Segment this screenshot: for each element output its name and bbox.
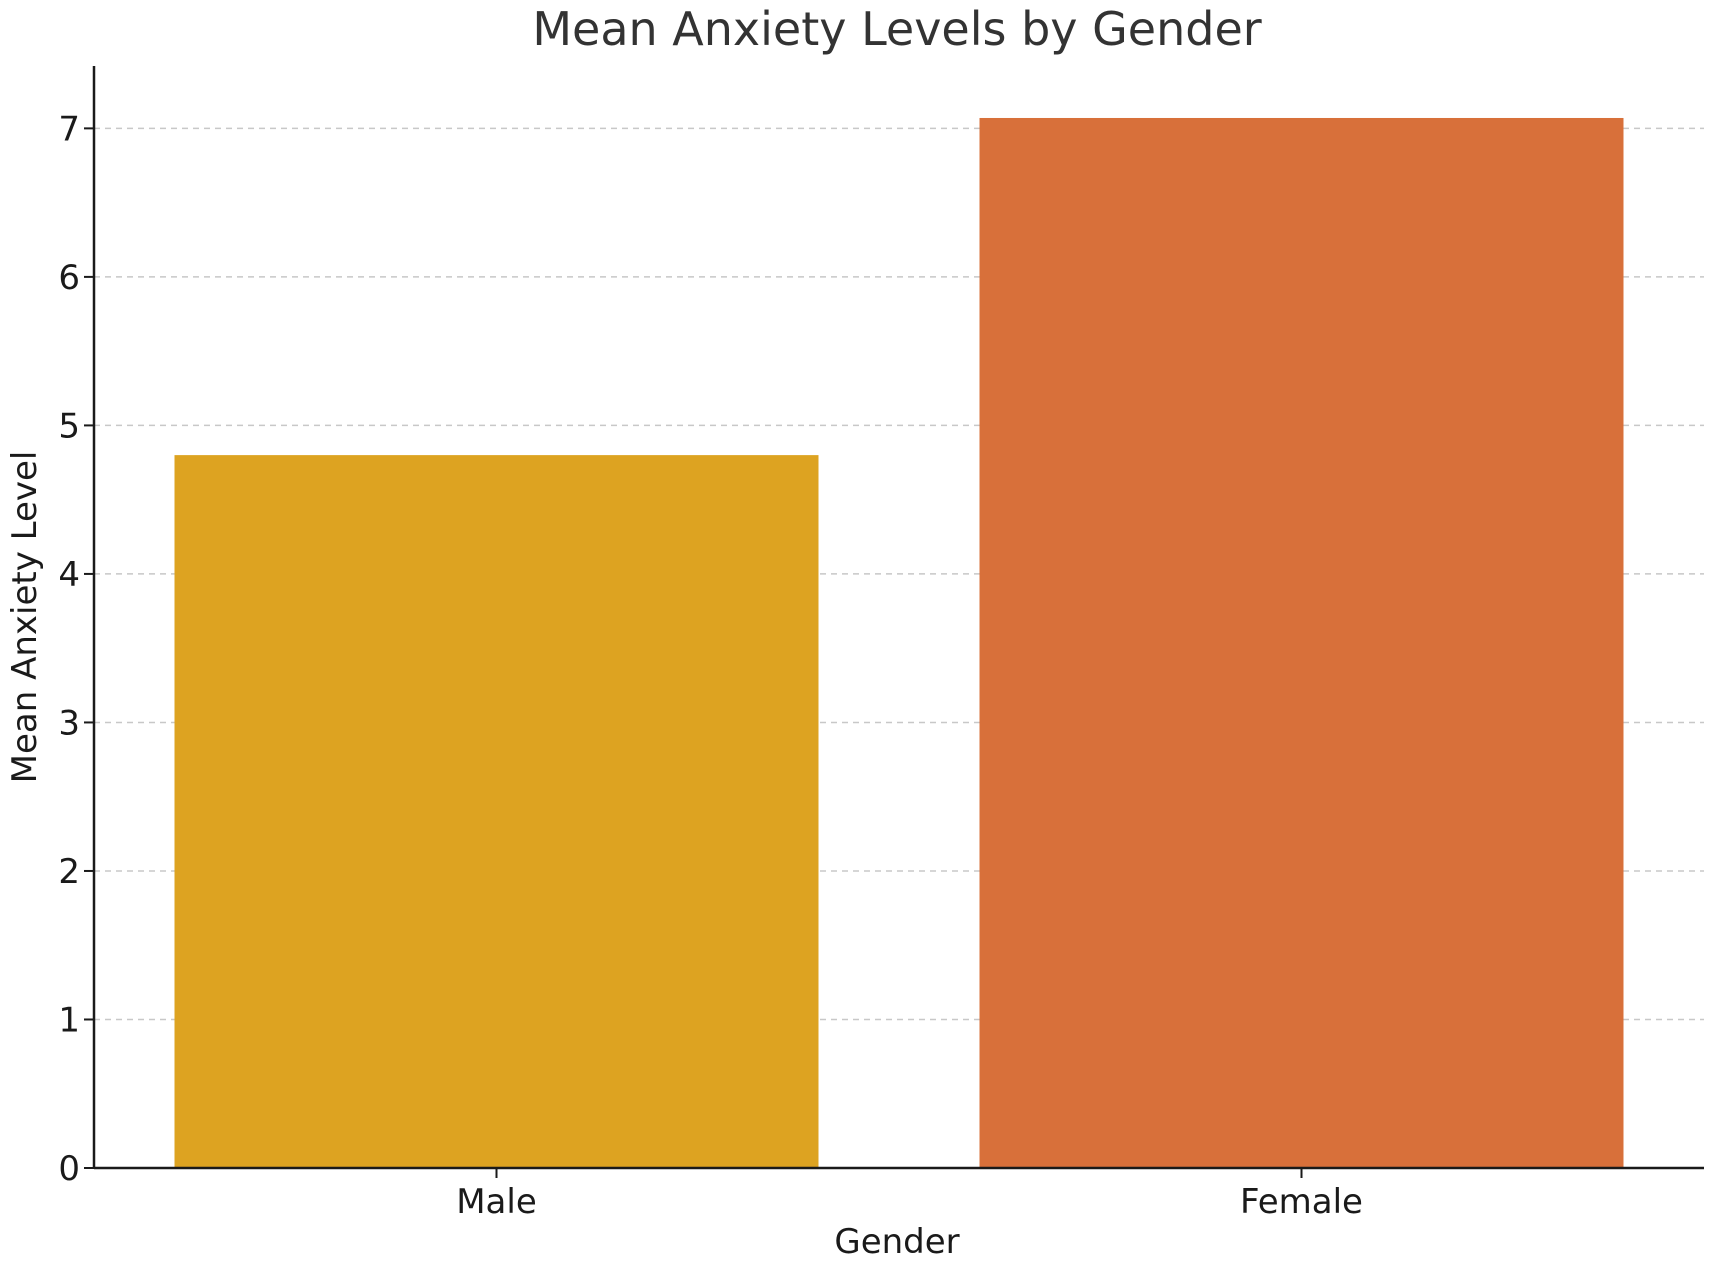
y-tick-label: 4 — [58, 555, 80, 595]
y-axis-label: Mean Anxiety Level — [5, 451, 45, 784]
y-tick-label: 2 — [58, 852, 80, 892]
y-tick-label: 0 — [58, 1149, 80, 1189]
bar-male — [174, 455, 819, 1168]
x-tick-label-female: Female — [1240, 1182, 1363, 1222]
y-tick-label: 7 — [58, 109, 80, 149]
bars — [174, 117, 1624, 1169]
y-tick-label: 6 — [58, 258, 80, 298]
y-ticks: 0 1 2 3 4 5 6 7 — [58, 109, 94, 1189]
axes — [92, 66, 1704, 1170]
chart-title: Mean Anxiety Levels by Gender — [532, 2, 1261, 56]
y-tick-label: 5 — [58, 406, 80, 446]
x-axis-label: Gender — [834, 1222, 959, 1262]
x-ticks: Male Female — [456, 1168, 1363, 1222]
y-tick-label: 1 — [58, 1000, 80, 1040]
bar-female — [979, 117, 1624, 1169]
x-tick-label-male: Male — [456, 1182, 537, 1222]
y-tick-label: 3 — [58, 703, 80, 743]
